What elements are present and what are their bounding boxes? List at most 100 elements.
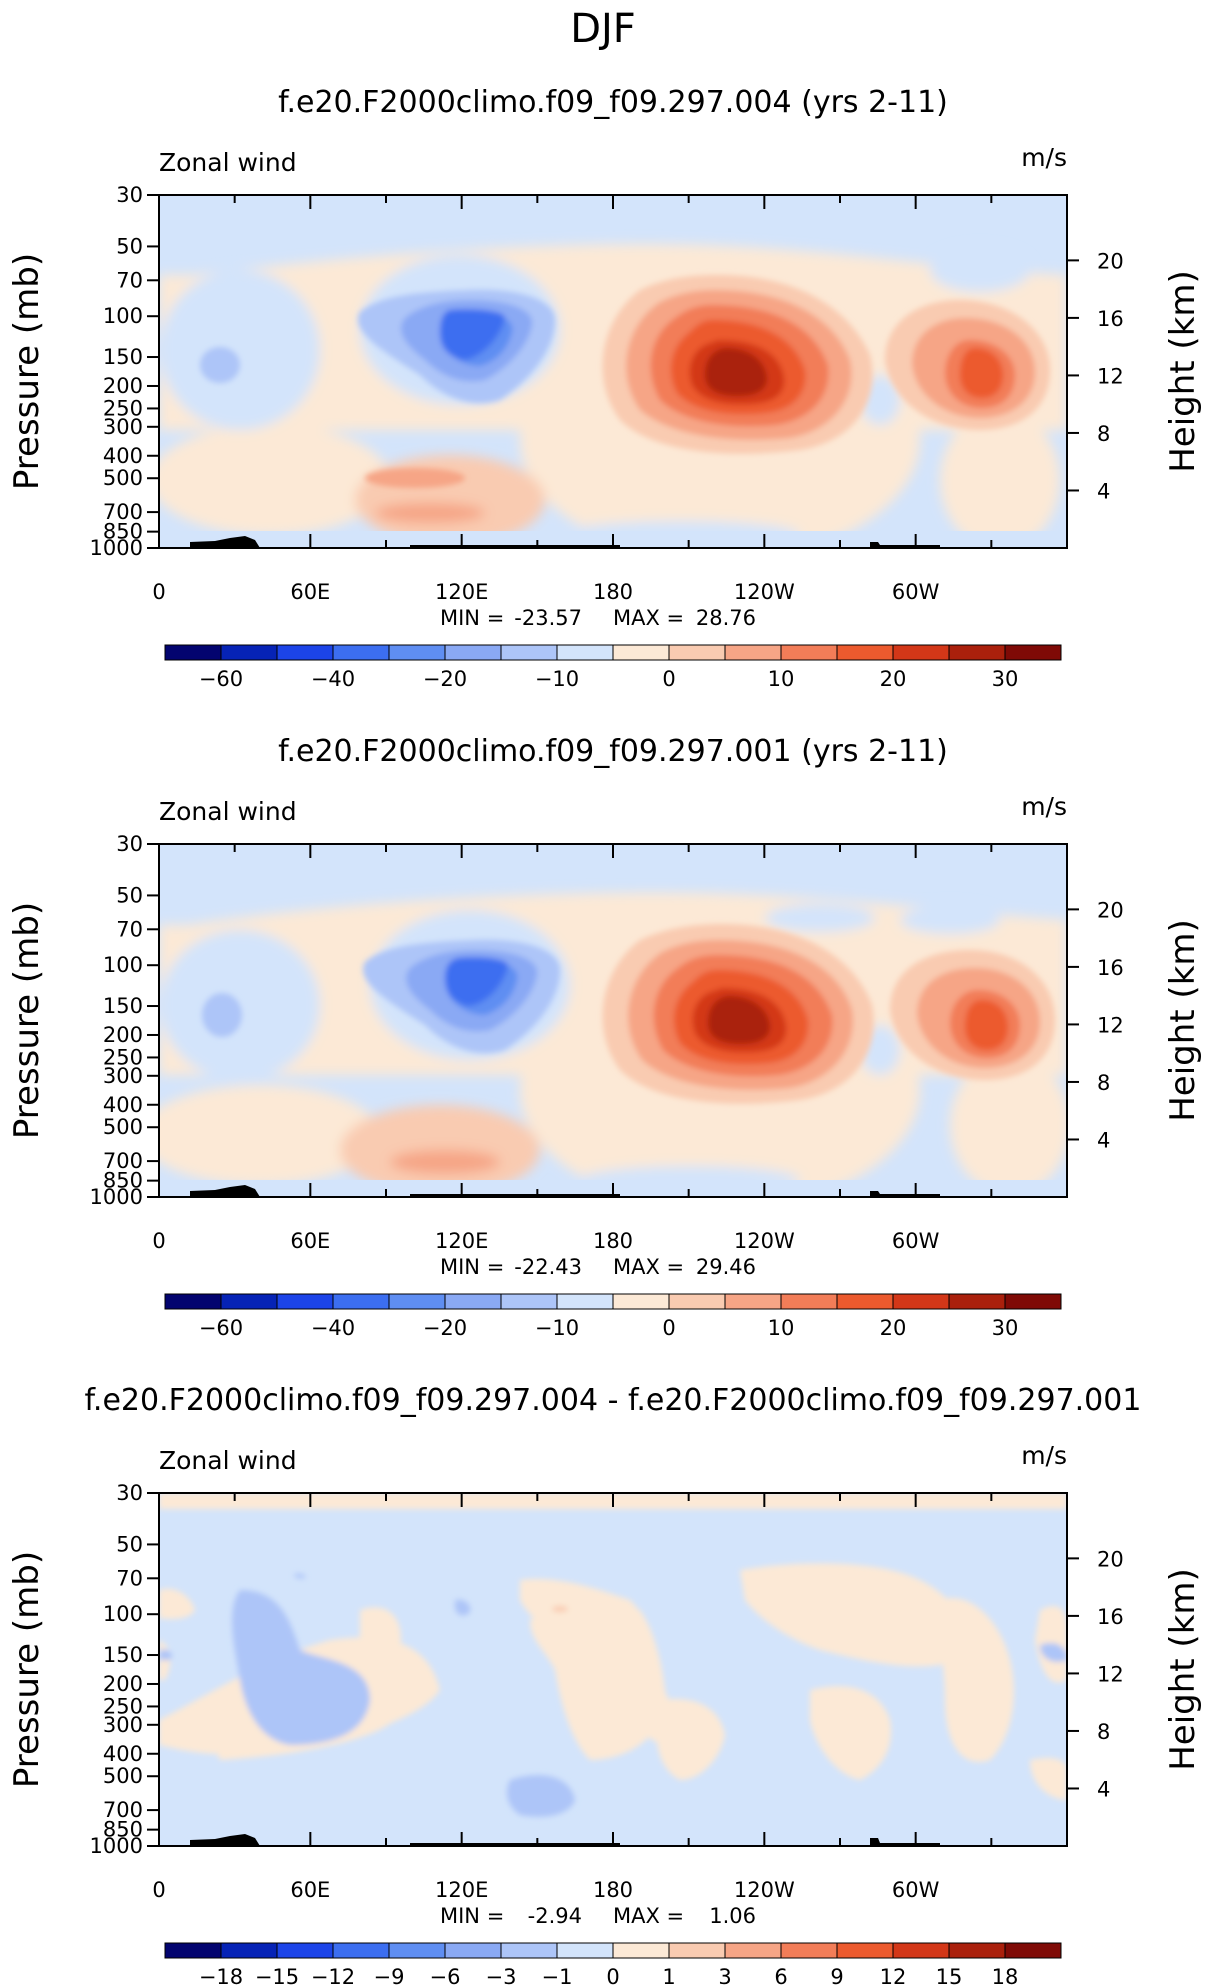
y-tick-label: 50	[116, 883, 143, 907]
colorbar-label: 0	[662, 667, 675, 691]
panel-2-max-value: 29.46	[696, 1255, 756, 1279]
colorbar-label: 20	[880, 667, 907, 691]
y-right-tick-label: 16	[1097, 307, 1124, 331]
y-tick-label: 70	[116, 268, 143, 292]
colorbar-label: −20	[423, 1316, 467, 1340]
colorbar-swatch	[780, 1942, 838, 1959]
y-right-axis-title: Height (km)	[1163, 919, 1203, 1122]
colorbar-label: −12	[311, 1965, 355, 1987]
colorbar-swatch	[276, 644, 334, 661]
y-tick-label: 1000	[90, 536, 143, 560]
x-tick-label: 0	[152, 1229, 165, 1253]
x-tick-label: 120W	[734, 580, 795, 604]
x-tick-label: 0	[152, 1878, 165, 1902]
colorbar-label: 20	[880, 1316, 907, 1340]
colorbar-swatch	[220, 1293, 278, 1310]
panel-1-max-label: MAX =	[613, 606, 684, 630]
y-tick-label: 400	[103, 1742, 143, 1766]
colorbar-swatch	[612, 1942, 670, 1959]
colorbar-label: −1	[542, 1965, 573, 1987]
y-tick-label: 70	[116, 1566, 143, 1590]
y-tick-label: 400	[103, 444, 143, 468]
panel-2-variable-label: Zonal wind	[159, 797, 297, 826]
colorbar-swatch	[444, 1293, 502, 1310]
x-tick-label: 120E	[435, 580, 488, 604]
colorbar-swatch	[668, 1293, 726, 1310]
colorbar-swatch	[612, 1293, 670, 1310]
y-tick-label: 500	[103, 466, 143, 490]
colorbar-swatch	[444, 644, 502, 661]
y-tick-label: 150	[103, 345, 143, 369]
colorbar-label: 10	[768, 667, 795, 691]
colorbar-label: −60	[199, 667, 243, 691]
colorbar-label: −20	[423, 667, 467, 691]
colorbar-label: −40	[311, 667, 355, 691]
colorbar-label: 1	[662, 1965, 675, 1987]
colorbar-swatch	[836, 644, 894, 661]
colorbar-swatch	[780, 644, 838, 661]
colorbar-swatch	[276, 1293, 334, 1310]
panel-2-field	[159, 844, 1067, 1197]
y-tick-label: 700	[103, 1798, 143, 1822]
panel-3-title: f.e20.F2000climo.f09_f09.297.004 - f.e20…	[85, 1383, 1142, 1418]
colorbar-label: 30	[992, 667, 1019, 691]
y-axis-title: Pressure (mb)	[7, 902, 47, 1139]
panel-3-units-label: m/s	[1021, 1441, 1067, 1470]
y-tick-label: 150	[103, 1643, 143, 1667]
y-tick-label: 1000	[90, 1185, 143, 1209]
y-tick-label: 500	[103, 1764, 143, 1788]
y-tick-label: 300	[103, 415, 143, 439]
colorbar-swatch	[724, 1293, 782, 1310]
x-tick-label: 180	[593, 1229, 633, 1253]
y-tick-label: 700	[103, 500, 143, 524]
colorbar-swatch	[1004, 644, 1062, 661]
colorbar-label: 18	[992, 1965, 1019, 1987]
panel-1: f.e20.F2000climo.f09_f09.297.004 (yrs 2-…	[7, 85, 1203, 691]
y-right-tick-label: 12	[1097, 1662, 1124, 1686]
colorbar-swatch	[1004, 1293, 1062, 1310]
colorbar-swatch	[892, 1942, 950, 1959]
colorbar-swatch	[556, 1942, 614, 1959]
panel-1-units-label: m/s	[1021, 143, 1067, 172]
colorbar-swatch	[388, 1293, 446, 1310]
y-tick-label: 50	[116, 234, 143, 258]
y-right-axis-title: Height (km)	[1163, 1568, 1203, 1771]
y-tick-label: 150	[103, 994, 143, 1018]
colorbar-swatch	[724, 1942, 782, 1959]
y-right-tick-label: 8	[1097, 1720, 1110, 1744]
y-axis-title: Pressure (mb)	[7, 1551, 47, 1788]
y-tick-label: 100	[103, 304, 143, 328]
y-tick-label: 70	[116, 917, 143, 941]
y-right-tick-label: 8	[1097, 1071, 1110, 1095]
panel-3-max-value: 1.06	[709, 1904, 756, 1928]
panel-3-min-label: MIN =	[440, 1904, 504, 1928]
colorbar-swatch	[780, 1293, 838, 1310]
y-tick-label: 50	[116, 1532, 143, 1556]
y-right-tick-label: 12	[1097, 1013, 1124, 1037]
panel-3-field	[159, 1493, 1067, 1846]
y-tick-label: 30	[116, 1481, 143, 1505]
x-tick-label: 60W	[892, 580, 940, 604]
x-tick-label: 60E	[290, 580, 330, 604]
x-tick-label: 60W	[892, 1878, 940, 1902]
x-tick-label: 120W	[734, 1229, 795, 1253]
y-tick-label: 100	[103, 1602, 143, 1626]
y-right-tick-label: 16	[1097, 956, 1124, 980]
panel-2-units-label: m/s	[1021, 792, 1067, 821]
y-right-tick-label: 4	[1097, 1128, 1110, 1152]
colorbar-swatch	[612, 644, 670, 661]
colorbar-swatch	[836, 1942, 894, 1959]
colorbar-swatch	[948, 1293, 1006, 1310]
y-right-tick-label: 12	[1097, 364, 1124, 388]
y-right-axis-title: Height (km)	[1163, 270, 1203, 473]
colorbar-swatch	[668, 1942, 726, 1959]
colorbar-swatch	[836, 1293, 894, 1310]
panel-2: f.e20.F2000climo.f09_f09.297.001 (yrs 2-…	[7, 734, 1203, 1340]
y-right-tick-label: 8	[1097, 422, 1110, 446]
x-tick-label: 120E	[435, 1878, 488, 1902]
panel-2-min-label: MIN =	[440, 1255, 504, 1279]
x-tick-label: 180	[593, 580, 633, 604]
panel-1-min-label: MIN =	[440, 606, 504, 630]
y-tick-label: 1000	[90, 1834, 143, 1858]
colorbar-label: −10	[535, 1316, 579, 1340]
